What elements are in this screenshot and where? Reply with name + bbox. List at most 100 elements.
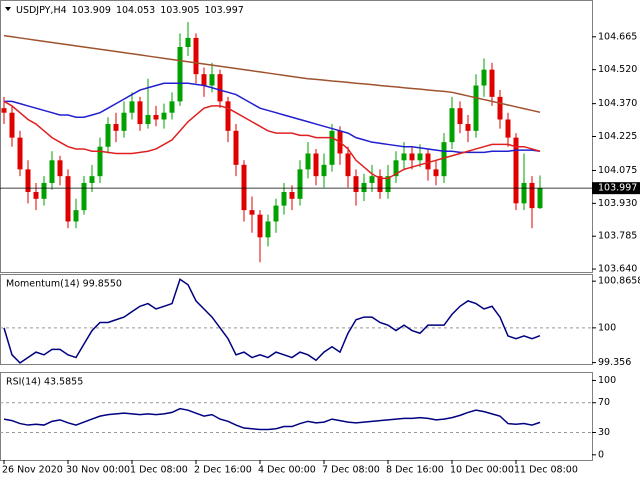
candle-body (113, 124, 119, 131)
moving-average (4, 82, 541, 154)
momentum-panel (0, 274, 593, 365)
candle-body (177, 46, 183, 102)
y-tick-label: 99.356 (598, 357, 631, 368)
candle-body (433, 169, 439, 177)
moving-average (3, 100, 541, 180)
ohlc-close: 103.997 (205, 5, 244, 16)
candle-body (321, 164, 327, 177)
ohlc-low: 103.905 (160, 5, 199, 16)
y-tick-label: 70 (598, 397, 610, 408)
indicator-line (3, 278, 541, 364)
candle-body (17, 137, 23, 170)
indicator-title: Momentum(14) 99.8550 (6, 279, 122, 290)
menu-arrow (5, 7, 11, 11)
candle-body (297, 169, 303, 199)
x-tick-label: 2 Dec 16:00 (194, 465, 252, 476)
symbol: USDJPY,H4 (16, 5, 67, 16)
y-tick-label: 100 (598, 375, 616, 386)
candle-body (121, 112, 127, 131)
candle-body (25, 169, 31, 193)
candle-body (529, 182, 535, 209)
candle-body (145, 114, 151, 125)
candle-body (193, 37, 199, 75)
candle-body (305, 153, 311, 170)
candle-body (57, 160, 63, 177)
x-tick-label: 7 Dec 08:00 (322, 465, 380, 476)
candle-body (353, 176, 359, 193)
y-tick-label: 104.665 (598, 31, 637, 42)
candle-body (257, 214, 263, 238)
candle-body (73, 210, 79, 222)
candle-body (481, 69, 487, 86)
candle-body (89, 176, 95, 183)
candle-body (361, 182, 367, 193)
current-price-box (592, 182, 640, 195)
candle-body (497, 96, 503, 120)
y-tick-label: 103.640 (598, 264, 637, 275)
candle-body (209, 74, 215, 86)
candle-body (153, 114, 159, 120)
candle-body (201, 74, 207, 86)
candle-body (401, 153, 407, 161)
candle-body (265, 221, 271, 238)
candle-body (281, 192, 287, 206)
candle-body (473, 85, 479, 131)
y-tick-label: 100.8658 (598, 276, 640, 287)
candle-body (33, 192, 39, 199)
candle-body (537, 188, 543, 209)
ohlc-open: 103.909 (72, 5, 111, 16)
candle-body (129, 101, 135, 113)
candle-body (457, 108, 463, 125)
candle-body (249, 210, 255, 215)
candle-body (513, 137, 519, 204)
current-price-label: 103.997 (598, 183, 637, 194)
candle-body (241, 164, 247, 211)
candle-body (1, 108, 7, 113)
x-tick-label: 26 Nov 2020 (2, 465, 63, 476)
y-tick-label: 100 (598, 322, 616, 333)
chart-title: USDJPY,H4 103.909 104.053 103.905 103.997 (16, 5, 244, 16)
candle-body (65, 176, 71, 222)
x-tick-label: 8 Dec 16:00 (386, 465, 444, 476)
candle-body (169, 101, 175, 113)
candle-body (369, 176, 375, 183)
x-tick-label: 30 Nov 00:00 (66, 465, 130, 476)
candle-body (49, 160, 55, 183)
candle-body (9, 112, 15, 138)
main-panel (0, 0, 593, 273)
candle-body (81, 182, 87, 211)
x-tick-label: 1 Dec 08:00 (130, 465, 188, 476)
x-tick-label: 11 Dec 08:00 (514, 465, 578, 476)
candle-body (161, 112, 167, 120)
candle-body (441, 142, 447, 177)
candle-body (425, 153, 431, 170)
candle-body (409, 153, 415, 161)
moving-average (3, 34, 541, 113)
y-tick-label: 104.075 (598, 165, 637, 176)
candle-body (41, 182, 47, 199)
candle-body (225, 101, 231, 131)
ohlc-high: 104.053 (116, 5, 155, 16)
candle-body (329, 130, 335, 165)
indicator-line (3, 407, 541, 431)
candle-body (417, 153, 423, 161)
y-tick-label: 30 (598, 427, 610, 438)
candle-body (377, 176, 383, 193)
candle-body (465, 124, 471, 131)
y-tick-label: 104.370 (598, 98, 637, 109)
candle-body (137, 101, 143, 125)
candle-body (105, 124, 111, 147)
candle-body (233, 130, 239, 165)
y-tick-label: 104.225 (598, 131, 637, 142)
x-tick-label: 4 Dec 00:00 (258, 465, 316, 476)
y-tick-label: 104.520 (598, 64, 637, 75)
candle-body (217, 74, 223, 102)
candle-body (385, 176, 391, 193)
candle-body (185, 37, 191, 47)
candle-body (345, 153, 351, 177)
candle-body (505, 119, 511, 138)
candle-body (393, 160, 399, 177)
y-tick-label: 103.930 (598, 198, 637, 209)
rsi-panel (0, 372, 593, 461)
